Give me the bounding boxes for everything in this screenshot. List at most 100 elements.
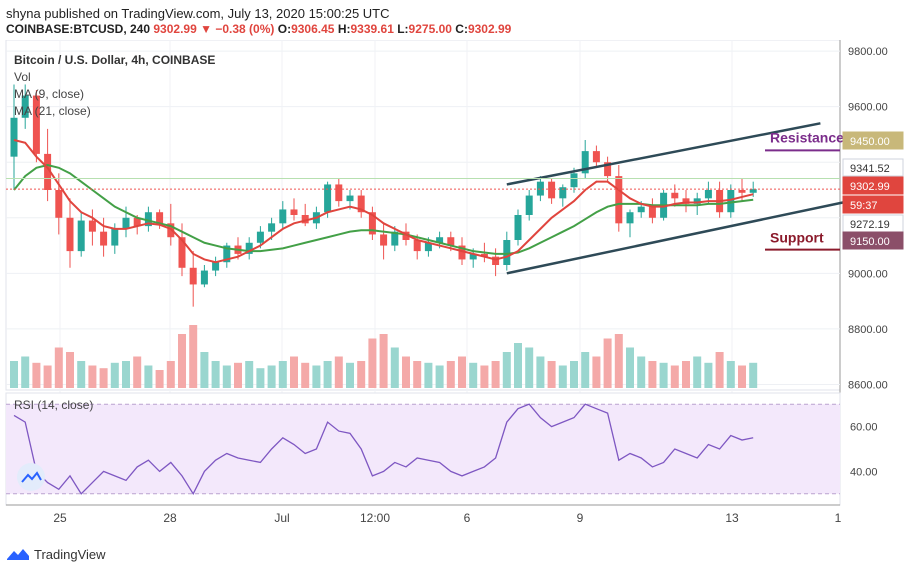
volume-bar <box>424 362 433 388</box>
volume-bar <box>234 362 242 388</box>
footer-brand[interactable]: TradingView <box>6 544 106 564</box>
volume-bar <box>10 361 18 388</box>
candle-body <box>111 228 119 246</box>
candle-body <box>682 198 690 204</box>
candle-body <box>604 162 612 177</box>
candle-body <box>648 206 656 218</box>
volume-bar <box>312 365 321 388</box>
candle-body <box>88 220 96 232</box>
candle-body <box>44 153 52 190</box>
open-label: O: <box>277 22 292 36</box>
volume-bar <box>413 361 422 388</box>
rsi-axis-label: 60.00 <box>850 422 878 434</box>
channel-upper-line <box>506 122 821 186</box>
volume-bar <box>704 362 713 388</box>
candle-body <box>223 245 231 263</box>
price-chart[interactable]: ResistanceSupport9800.009600.009400.0090… <box>0 40 911 540</box>
candle-body <box>55 190 63 218</box>
candle-body <box>749 189 757 193</box>
candle-body <box>245 242 253 254</box>
volume-bar <box>536 356 545 388</box>
candle-body <box>200 270 208 285</box>
price-axis-label: 9800.00 <box>848 46 888 58</box>
volume-bar <box>402 356 410 388</box>
price-tag <box>842 176 904 195</box>
candle-body <box>156 212 164 224</box>
volume-bar <box>122 361 130 388</box>
price-tag-label: 59:37 <box>850 200 878 212</box>
candle-body <box>290 209 298 215</box>
candle-body <box>357 195 365 213</box>
candle-body <box>402 231 410 240</box>
volume-bar <box>637 356 646 388</box>
volume-bar <box>99 368 108 388</box>
candle-body <box>324 184 332 213</box>
volume-bar <box>323 361 332 388</box>
volume-bar <box>581 352 590 388</box>
volume-bar <box>659 362 668 388</box>
volume-bar <box>480 365 489 388</box>
support-label: Support <box>770 230 824 246</box>
time-axis-label: 1 <box>835 511 842 525</box>
volume-bar <box>54 347 63 388</box>
volume-bar <box>570 361 578 388</box>
ma9-legend: MA (9, close) <box>14 87 84 101</box>
candle-body <box>21 95 29 118</box>
candle-body <box>100 231 108 246</box>
volume-bar <box>547 361 556 388</box>
chart-header: shyna published on TradingView.com, July… <box>0 0 911 40</box>
tradingview-logo-icon <box>7 549 29 560</box>
open-value: 9306.45 <box>291 22 335 36</box>
ma21-line <box>13 163 754 255</box>
price-change: −0.38 (0%) <box>215 22 275 36</box>
volume-bar <box>357 361 366 388</box>
candle-body <box>66 217 74 252</box>
price-tag-label: 9150.00 <box>850 236 890 248</box>
candle-body <box>122 217 130 229</box>
volume-bar <box>715 352 724 388</box>
candle-body <box>279 209 287 224</box>
volume-bar <box>626 347 634 388</box>
candle-body <box>704 190 712 199</box>
tv-badge-icon <box>21 471 42 483</box>
candle-body <box>144 212 152 227</box>
symbol-label: COINBASE:BTCUSD, 240 <box>6 22 151 36</box>
volume-bar <box>66 352 74 388</box>
high-value: 9339.61 <box>350 22 394 36</box>
volume-bar <box>256 368 265 388</box>
candle-body <box>368 212 376 235</box>
chart-title: Bitcoin / U.S. Dollar, 4h, COINBASE <box>14 53 215 67</box>
volume-bar <box>682 361 690 388</box>
candle-body <box>514 215 522 240</box>
volume-bar <box>614 334 623 388</box>
rsi-legend: RSI (14, close) <box>14 398 93 412</box>
volume-bar <box>222 365 231 388</box>
volume-bar <box>267 365 276 388</box>
volume-bar <box>693 356 702 388</box>
ma9-line <box>13 139 754 264</box>
volume-bar <box>726 361 735 388</box>
candle-body <box>458 245 466 260</box>
volume-bar <box>278 361 287 388</box>
volume-bar <box>749 362 758 388</box>
volume-bar <box>144 365 153 388</box>
volume-bar <box>368 338 377 388</box>
volume-bar <box>200 352 209 388</box>
low-label: L: <box>397 22 409 36</box>
close-label: C: <box>455 22 468 36</box>
candle-body <box>480 253 488 257</box>
volume-bar <box>211 361 220 388</box>
candle-body <box>424 242 432 252</box>
volume-bar <box>178 334 186 388</box>
volume-bar <box>648 361 657 388</box>
volume-bar <box>738 365 746 388</box>
candle-body <box>447 237 455 246</box>
published-line: shyna published on TradingView.com, July… <box>6 6 390 21</box>
low-value: 9275.00 <box>408 22 452 36</box>
time-axis-label: 25 <box>53 511 67 525</box>
volume-bar <box>603 338 612 388</box>
candle-body <box>469 253 477 260</box>
candle-body <box>615 176 623 224</box>
candle-body <box>581 151 589 174</box>
candle-body <box>738 190 746 193</box>
